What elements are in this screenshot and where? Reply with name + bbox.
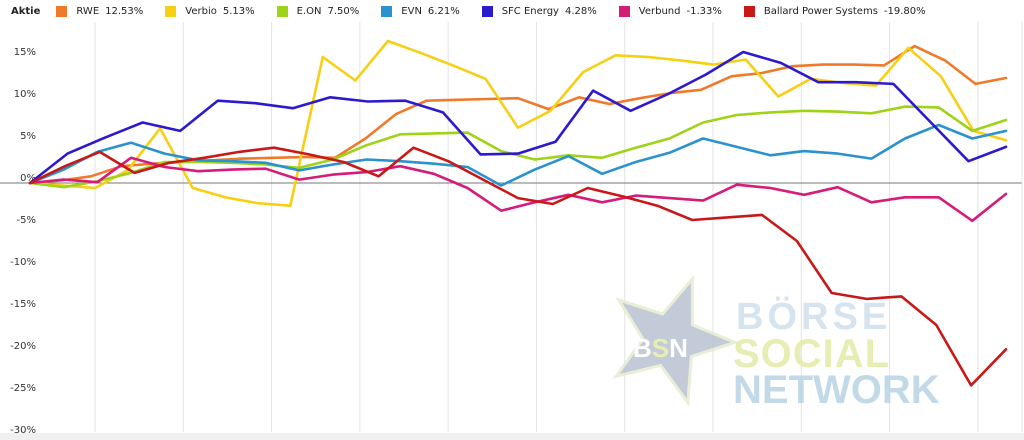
watermark-monogram-letter: N (669, 333, 688, 363)
grid-lines (0, 22, 1023, 432)
y-tick-label: -20% (10, 341, 36, 352)
legend-item[interactable]: Verbio 5.13% (165, 5, 255, 17)
legend-series-change: -19.80% (883, 5, 926, 17)
legend-swatch (618, 5, 630, 17)
y-tick-label: -5% (17, 215, 36, 226)
legend-series-name: Ballard Power Systems (763, 5, 878, 17)
x-axis (0, 433, 1024, 440)
legend-series-change: 4.28% (564, 5, 597, 17)
y-tick-label: -10% (10, 257, 36, 268)
y-tick-label: -30% (10, 425, 36, 436)
line-chart: BSN BÖRSE SOCIAL NETWORK 15% 10% 5% 0% -5% -1… (0, 22, 1024, 440)
chart-legend: Aktie RWE 12.53% Verbio 5.13% E.ON 7.50% EVN 6.… (0, 0, 1024, 22)
watermark-line-2: SOCIAL (733, 332, 890, 376)
series-line (28, 156, 1008, 223)
y-tick-label: 0% (20, 173, 36, 184)
legend-series-change: 5.13% (222, 5, 255, 17)
y-tick-label: 10% (14, 89, 36, 100)
y-axis: 15% 10% 5% 0% -5% -10% -15% -20% -25% -30% (10, 47, 36, 436)
legend-swatch (743, 5, 755, 17)
legend-title: Aktie (11, 5, 41, 17)
watermark-line-3: NETWORK (733, 368, 940, 412)
legend-item[interactable]: RWE 12.53% (56, 5, 144, 17)
watermark-star-icon (612, 274, 740, 407)
y-tick-label: 15% (14, 47, 36, 58)
legend-series-name: Verbio (185, 5, 217, 17)
y-tick-label: -15% (10, 299, 36, 310)
series-lines (28, 39, 1008, 387)
legend-swatch (165, 5, 177, 17)
legend-item[interactable]: EVN 6.21% (381, 5, 460, 17)
legend-series-change: 7.50% (327, 5, 360, 17)
legend-series-change: -1.33% (686, 5, 722, 17)
legend-item[interactable]: SFC Energy 4.28% (481, 5, 597, 17)
legend-series-change: 12.53% (105, 5, 144, 17)
legend-series-change: 6.21% (427, 5, 460, 17)
legend-series-name: EVN (401, 5, 422, 17)
watermark: BSN BÖRSE SOCIAL NETWORK (612, 274, 940, 412)
series-line (28, 50, 1008, 185)
watermark-monogram-letter: B (633, 333, 652, 363)
legend-series-name: Verbund (638, 5, 681, 17)
watermark-line-1: BÖRSE (736, 295, 891, 338)
legend-swatch (381, 5, 393, 17)
legend-swatch (56, 5, 68, 17)
series-line (28, 105, 1008, 189)
legend-item[interactable]: Verbund -1.33% (618, 5, 722, 17)
watermark-monogram-letter: S (652, 333, 669, 363)
legend-swatch (276, 5, 288, 17)
legend-item[interactable]: E.ON 7.50% (276, 5, 360, 17)
y-tick-label: 5% (20, 131, 36, 142)
legend-swatch (481, 5, 493, 17)
watermark-monogram: BSN (633, 333, 688, 363)
legend-series-name: SFC Energy (501, 5, 559, 17)
series-line (28, 146, 1008, 387)
legend-series-name: RWE (76, 5, 100, 17)
legend-item[interactable]: Ballard Power Systems -19.80% (743, 5, 926, 17)
legend-series-name: E.ON (296, 5, 322, 17)
x-axis-band (0, 433, 1024, 440)
y-tick-label: -25% (10, 383, 36, 394)
